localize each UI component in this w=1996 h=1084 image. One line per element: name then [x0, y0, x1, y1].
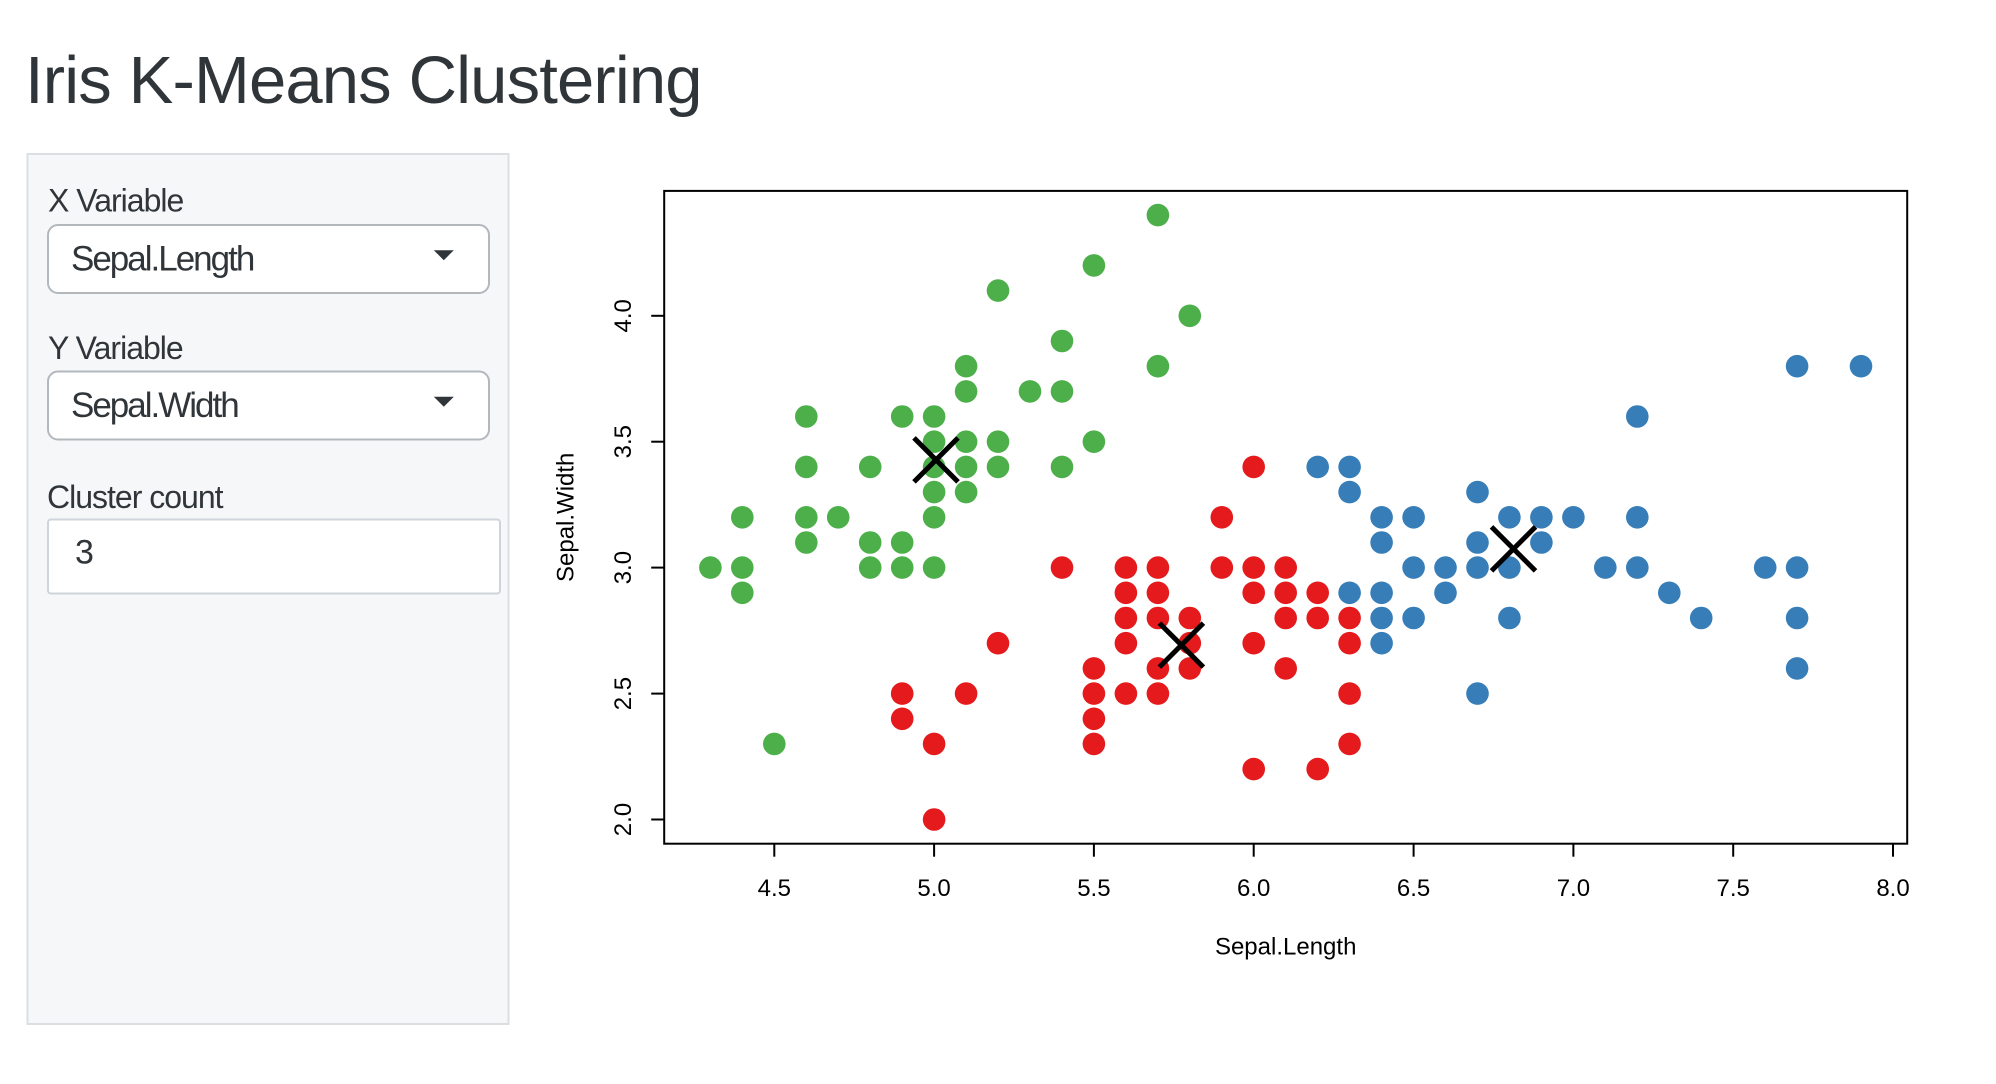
- svg-text:Cluster count: Cluster count: [47, 479, 224, 515]
- svg-text:Iris K-Means Clustering: Iris K-Means Clustering: [25, 43, 702, 118]
- svg-text:5.5: 5.5: [1077, 875, 1110, 902]
- svg-text:7.0: 7.0: [1557, 875, 1590, 902]
- svg-text:X Variable: X Variable: [48, 183, 183, 219]
- svg-text:3: 3: [75, 534, 94, 572]
- svg-text:6.0: 6.0: [1237, 875, 1270, 902]
- svg-text:4.5: 4.5: [758, 875, 791, 902]
- svg-text:3.0: 3.0: [610, 551, 637, 584]
- svg-text:6.5: 6.5: [1397, 875, 1430, 902]
- svg-text:2.0: 2.0: [610, 803, 637, 836]
- svg-text:Sepal.Width: Sepal.Width: [71, 386, 238, 425]
- svg-text:Sepal.Width: Sepal.Width: [553, 453, 580, 582]
- svg-text:7.5: 7.5: [1717, 875, 1750, 902]
- svg-text:Y Variable: Y Variable: [48, 330, 183, 366]
- svg-text:2.5: 2.5: [610, 677, 637, 710]
- svg-text:Sepal.Length: Sepal.Length: [71, 240, 254, 279]
- svg-text:8.0: 8.0: [1876, 875, 1909, 902]
- svg-text:Sepal.Length: Sepal.Length: [1215, 934, 1356, 961]
- svg-text:3.5: 3.5: [610, 425, 637, 458]
- svg-text:5.0: 5.0: [917, 875, 950, 902]
- svg-text:4.0: 4.0: [610, 299, 637, 332]
